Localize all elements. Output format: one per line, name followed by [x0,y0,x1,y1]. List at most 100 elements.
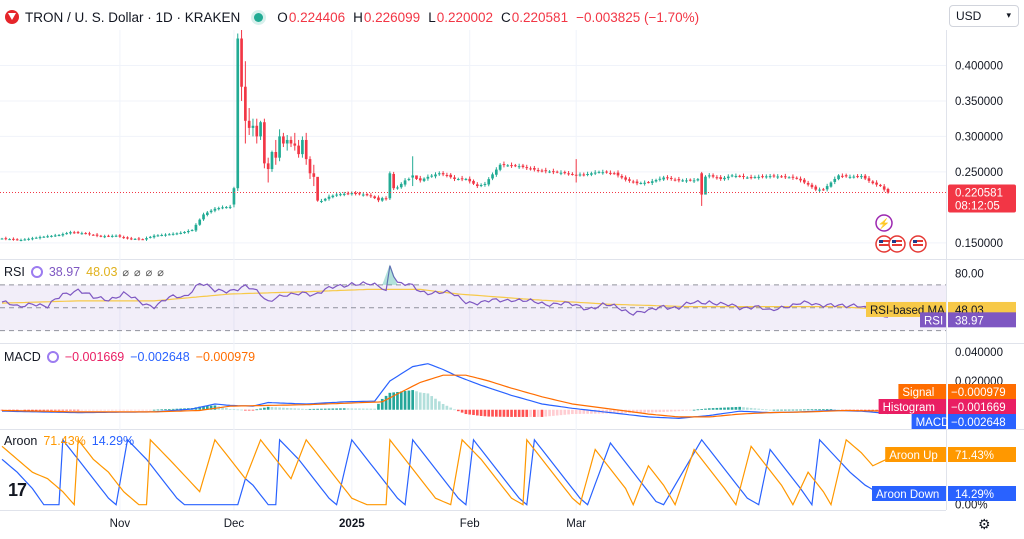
macd-histogram-bar [696,409,700,411]
candle-body [582,174,586,176]
macd-histogram-bar [244,409,247,411]
macd-histogram-bar [586,409,589,414]
candle-body [53,235,57,237]
macd-histogram-bar [301,408,304,410]
macd-histogram-bar [91,409,95,411]
macd-histogram-bar [293,408,297,410]
macd-histogram-bar [787,409,791,411]
hidden-value-icon: ⌀ [134,266,141,279]
histogram-label: Histogram [883,402,935,414]
macd-histogram-bar [567,409,570,415]
candle-body [711,175,715,177]
macd-histogram-bar [445,405,449,410]
candle-body [118,235,122,237]
candle-body [430,175,434,177]
candle-body [677,179,681,181]
candle-body [590,173,593,175]
macd-histogram-bar [825,409,829,410]
macd-histogram-bar [418,392,422,410]
candle-body [441,173,445,175]
macd-histogram-bar [285,407,289,410]
hidden-value-icon: ⌀ [145,266,153,279]
candle-body [50,235,53,237]
aroon-axis-tick: 0.00% [955,500,988,512]
candle-body [875,182,878,185]
price-axis-tick: 0.350000 [955,96,1003,108]
flag-canton [879,240,883,243]
aroon-legend[interactable]: Aroon 71.43% 14.29% [4,434,134,448]
candle-body [882,186,886,190]
candle-body [472,180,475,184]
candle-body [605,171,608,173]
candle-body [316,176,319,201]
candle-body [533,168,536,170]
candle-body [506,165,510,167]
candle-body [369,195,373,197]
indicator-settings-icon[interactable] [30,266,43,278]
candle-body [206,212,209,215]
macd-histogram-bar [289,408,293,410]
candle-body [38,237,42,239]
event-markers: ⚡ [875,214,927,253]
candle-body [194,224,198,231]
candle-body [696,179,700,181]
macd-histogram-bar [327,408,331,410]
macd-histogram-bar [19,409,23,411]
candle-body [392,173,395,189]
macd-histogram-bar [213,405,217,410]
macd-histogram-bar [129,409,133,411]
macd-histogram-bar [392,392,395,410]
candle-body [152,235,156,238]
candle-body [578,174,582,176]
macd-histogram-bar [209,405,213,410]
macd-histogram-bar [677,409,681,412]
macd-histogram-bar [358,408,361,410]
macd-histogram-bar [453,409,456,411]
macd-histogram-bar [468,409,472,415]
macd-histogram-bar [57,409,61,411]
macd-histogram-bar [582,409,586,414]
candle-body [502,164,506,166]
macd-histogram-bar [498,409,502,417]
currency-select[interactable]: USD ▾ [949,5,1019,27]
candle-body [643,182,646,184]
candle-body [833,178,837,182]
candle-body [764,176,768,178]
candle-body [8,239,11,241]
macd-histogram-bar [31,409,34,411]
flag-stripe [892,240,902,242]
candle-body [692,180,696,182]
candle-body [61,234,65,236]
aroon-legend-down: 14.29% [91,434,135,448]
candle-body [650,181,654,183]
price-axis-tick: 0.150000 [955,238,1003,250]
candle-body [768,176,772,178]
macd-histogram-bar [369,408,373,410]
ohlc-low-key: L [428,9,436,25]
tradingview-logo[interactable]: 17 [8,480,27,500]
candle-body [761,176,764,178]
candle-body [339,194,342,196]
macd-histogram-bar [673,409,677,412]
candle-body [669,177,673,179]
macd-histogram-bar [65,409,68,411]
macd-legend[interactable]: MACD −0.001669 −0.002648 −0.000979 [4,350,255,364]
indicator-settings-icon[interactable] [46,351,59,363]
aroon-legend-up: 71.43% [43,434,86,448]
candle-body [259,122,262,137]
symbol-title[interactable]: TRON / U. S. Dollar · 1D · KRAKEN [25,9,241,25]
macd-histogram-bar [156,409,160,411]
macd-histogram-bar [137,409,141,411]
gear-icon[interactable]: ⚙ [978,516,991,532]
candle-body [647,182,650,184]
rsi-legend[interactable]: RSI 38.97 48.03 ⌀ ⌀ ⌀ ⌀ [4,265,164,279]
macd-histogram-bar [818,409,821,411]
macd-histogram-bar [593,409,597,414]
macd-histogram-bar [346,408,350,410]
candle-body [483,183,487,185]
rsi-overbought-fill [382,264,398,285]
flag-stripe [879,244,889,246]
candle-body [69,232,72,234]
macd-histogram-bar [69,409,72,411]
